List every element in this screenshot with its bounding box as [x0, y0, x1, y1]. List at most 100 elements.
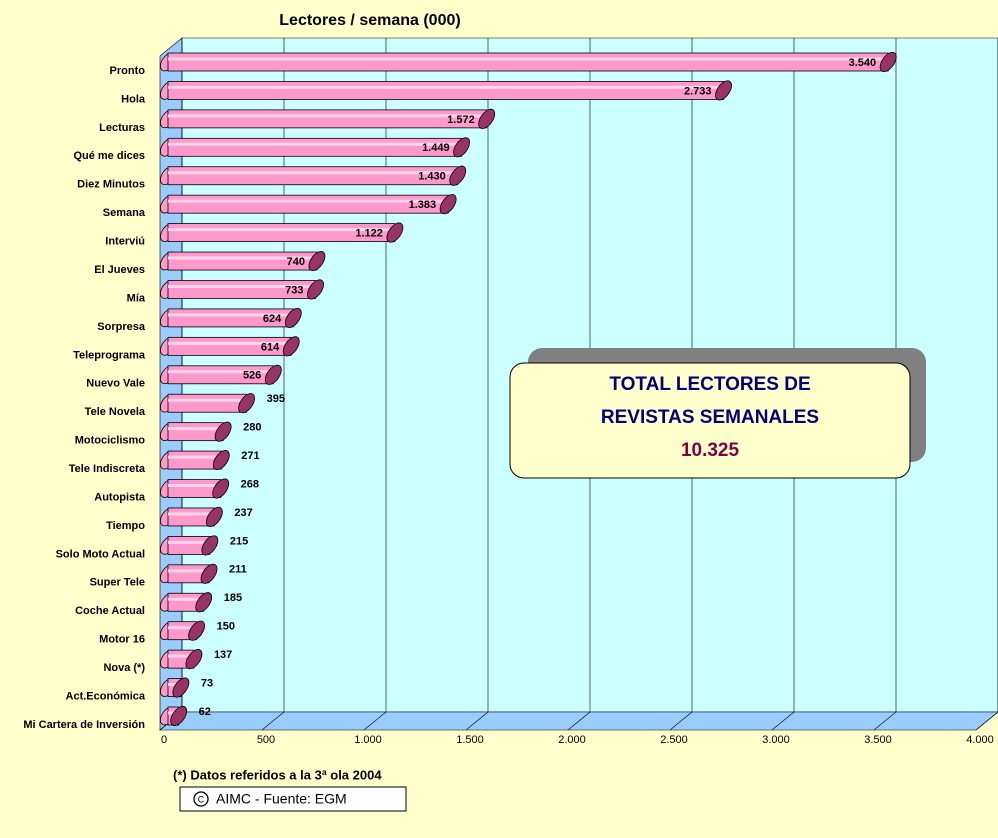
- bar-cap: [282, 336, 300, 357]
- value-label: 73: [201, 677, 213, 689]
- footnote: (*) Datos referidos a la 3ª ola 2004: [173, 767, 382, 782]
- value-label: 526: [243, 370, 261, 382]
- x-tick-label: 2.500: [660, 734, 688, 746]
- y-tick-label: Semana: [103, 207, 146, 219]
- y-tick-label: Pronto: [110, 65, 146, 77]
- bar-cap: [439, 194, 457, 215]
- value-label: 1.572: [447, 114, 475, 126]
- bar: [167, 194, 449, 214]
- annotation-line: REVISTAS SEMANALES: [601, 407, 819, 428]
- box: [509, 362, 911, 479]
- copyright-icon: [193, 791, 209, 807]
- x-tick-label: 1.000: [354, 734, 382, 746]
- bar-cap: [214, 421, 232, 442]
- value-label: 137: [214, 649, 232, 661]
- y-tick-label: Autopista: [94, 491, 146, 503]
- y-tick-label: Coche Actual: [75, 605, 145, 617]
- bar-cap: [212, 478, 230, 499]
- value-label: 1.122: [355, 228, 383, 240]
- y-tick-label: Hola: [121, 93, 146, 105]
- value-label: 150: [217, 621, 235, 633]
- y-tick-label: Sorpresa: [97, 321, 146, 333]
- y-tick-label: Mía: [127, 292, 146, 304]
- value-label: 1.449: [422, 142, 450, 154]
- chart-title: Lectores / semana (000): [279, 12, 460, 29]
- y-tick-label: Mi Cartera de Inversión: [23, 719, 145, 731]
- bar-cap: [453, 137, 470, 158]
- y-tick-label: Tele Novela: [85, 406, 146, 418]
- bar-cap: [212, 450, 230, 471]
- value-label: 62: [199, 706, 211, 718]
- annotation-line: TOTAL LECTORES DE: [609, 374, 810, 395]
- bar-cap: [201, 535, 219, 556]
- bar-cap: [478, 108, 496, 129]
- annotation-total: 10.325: [681, 440, 740, 461]
- value-label: 271: [241, 450, 259, 462]
- y-tick-label: Nuevo Vale: [86, 378, 145, 390]
- value-label: 268: [241, 478, 259, 490]
- value-label: 280: [243, 422, 261, 434]
- value-label: 395: [267, 393, 285, 405]
- floor-line: [975, 711, 998, 731]
- bar-cap: [238, 393, 255, 414]
- x-tick-label: 3.000: [762, 734, 790, 746]
- floor-line: [465, 711, 489, 731]
- bar-cap: [449, 165, 467, 186]
- x-tick-label: 500: [257, 734, 275, 746]
- floor-line: [567, 711, 591, 731]
- floor-line: [669, 711, 693, 731]
- y-tick-label: Lecturas: [99, 122, 145, 134]
- x-tick-label: 4.000: [966, 734, 994, 746]
- y-tick-label: Solo Moto Actual: [56, 548, 145, 560]
- value-label: 185: [224, 592, 242, 604]
- source-box: C AIMC - Fuente: EGM: [179, 786, 407, 812]
- x-tick-label: 0: [161, 734, 167, 746]
- bar-cap: [879, 51, 897, 73]
- y-tick-label: Teleprograma: [73, 349, 146, 361]
- y-tick-label: El Jueves: [94, 264, 145, 276]
- y-tick-label: Nova (*): [103, 662, 145, 674]
- bar-cap: [308, 250, 326, 272]
- value-label: 211: [229, 564, 247, 576]
- floor-line: [771, 711, 795, 731]
- source: AIMC - Fuente: EGM: [216, 791, 347, 807]
- source-frame: [179, 786, 407, 812]
- x-tick-label: 3.500: [864, 734, 892, 746]
- bar: [167, 52, 889, 72]
- copyright-c: C: [198, 794, 205, 804]
- floor-line: [363, 711, 387, 731]
- bar: [167, 109, 488, 129]
- floor-line: [261, 711, 285, 731]
- bar-cap: [172, 677, 190, 698]
- bar-cap: [188, 620, 205, 641]
- bar-cap: [715, 80, 732, 101]
- y-tick-label: Motor 16: [99, 634, 145, 646]
- x-tick-label: 2.000: [558, 734, 586, 746]
- value-label: 215: [230, 535, 248, 547]
- y-tick-label: Tiempo: [106, 520, 145, 532]
- annotation-box: TOTAL LECTORES DE REVISTAS SEMANALES 10.…: [509, 348, 926, 479]
- value-label: 1.383: [409, 199, 437, 211]
- value-label: 740: [287, 256, 305, 268]
- value-label: 624: [263, 313, 282, 325]
- bar-cap: [284, 307, 302, 328]
- value-label: 3.540: [849, 57, 877, 69]
- bar-cap: [386, 222, 404, 243]
- bar-cap: [185, 649, 203, 670]
- y-tick-label: Interviú: [105, 236, 145, 248]
- bar-cap: [205, 506, 223, 528]
- floor-line: [873, 711, 897, 731]
- bar: [167, 166, 459, 186]
- value-label: 733: [285, 284, 303, 296]
- bar-cap: [264, 364, 282, 385]
- x-tick-label: 1.500: [456, 734, 484, 746]
- value-label: 237: [234, 507, 252, 519]
- bar: [167, 393, 247, 413]
- y-tick-label: Act.Económica: [66, 690, 146, 702]
- value-label: 614: [261, 341, 280, 353]
- bar: [167, 137, 462, 157]
- y-tick-label: Qué me dices: [73, 150, 145, 162]
- bar-cap: [307, 279, 324, 300]
- bar: [167, 81, 724, 100]
